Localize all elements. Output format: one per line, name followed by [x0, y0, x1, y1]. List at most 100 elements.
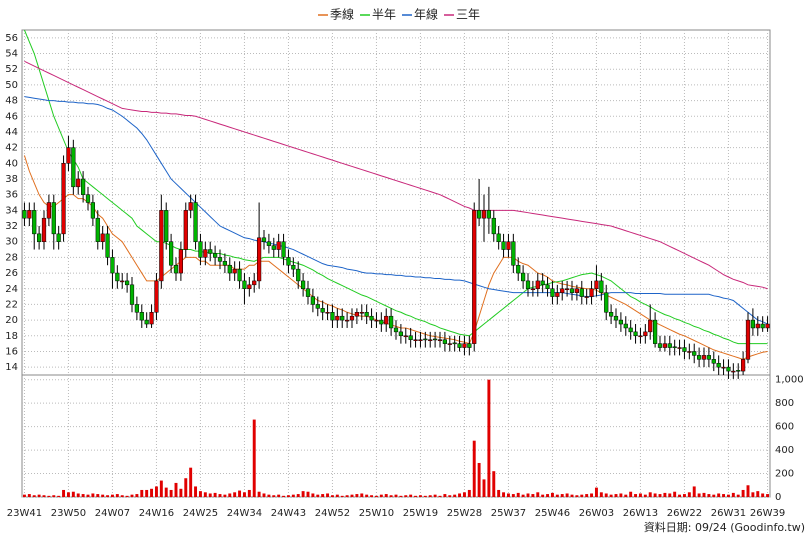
candle-body: [560, 288, 565, 293]
candle-body: [726, 366, 731, 372]
candle-body: [633, 331, 638, 337]
candle-body: [354, 312, 359, 317]
candle-body: [41, 217, 47, 242]
volume-bar: [389, 495, 393, 497]
ma-line: [24, 96, 768, 325]
volume-bar: [433, 494, 437, 497]
volume-bar: [624, 494, 628, 497]
volume-bar: [86, 494, 90, 497]
candle-body: [305, 288, 311, 297]
y-tick-label: 38: [5, 174, 18, 185]
candle-body: [257, 237, 262, 282]
y-tick-label: 20: [5, 315, 18, 326]
volume-bar: [311, 493, 315, 497]
volume-bar: [668, 493, 672, 497]
volume-bar: [335, 494, 339, 497]
volume-bar: [414, 495, 418, 497]
legend-label: 季線: [330, 7, 354, 22]
volume-bar: [169, 489, 173, 497]
volume-bar: [585, 494, 589, 497]
volume-bar: [511, 494, 515, 497]
candle-body: [315, 304, 320, 309]
candle-body: [188, 202, 193, 211]
candle-body: [657, 343, 663, 348]
volume-bar: [707, 494, 711, 497]
candle-body: [149, 312, 154, 325]
volume-bar: [560, 494, 564, 497]
volume-bar: [438, 495, 442, 497]
volume-bar: [316, 494, 320, 497]
candle-body: [437, 339, 443, 341]
volume-bar: [291, 494, 295, 497]
volume-bar: [682, 494, 686, 497]
volume-bar: [575, 495, 579, 497]
x-tick-label: 26W31: [711, 508, 746, 519]
volume-bar: [477, 462, 481, 497]
volume-bar: [590, 493, 594, 497]
volume-bar: [497, 489, 501, 497]
volume-bar: [726, 494, 730, 497]
volume-bar: [301, 491, 305, 497]
candle-body: [618, 319, 623, 325]
x-tick-label: 24W34: [227, 508, 262, 519]
x-tick-label: 26W39: [750, 508, 785, 519]
candle-body: [496, 233, 501, 242]
candle-body: [159, 210, 164, 282]
candle-body: [115, 272, 120, 282]
candle-body: [345, 319, 350, 322]
volume-bar: [492, 471, 496, 497]
candle-body: [85, 194, 91, 203]
candle-body: [692, 351, 697, 356]
candle-body: [687, 351, 692, 353]
volume-bar: [267, 494, 271, 497]
candle-body: [472, 210, 477, 344]
y-tick-label: 42: [5, 143, 18, 154]
candle-body: [594, 280, 599, 289]
volume-bar: [722, 494, 726, 497]
volume-bar: [692, 486, 696, 497]
volume-bar: [521, 494, 525, 497]
volume-bar: [443, 494, 447, 497]
volume-bar: [57, 495, 61, 497]
volume-bar: [609, 494, 613, 497]
volume-bar: [536, 492, 540, 497]
volume-bar: [648, 492, 652, 497]
candle-body: [457, 343, 462, 348]
y2-tick-label: 800: [775, 398, 794, 409]
candle-body: [697, 355, 702, 360]
volume-bar: [247, 489, 251, 497]
candle-body: [760, 323, 765, 329]
y2-tick-label: 400: [775, 445, 794, 456]
ma-line: [23, 29, 768, 345]
candle-body: [178, 249, 183, 274]
candle-body: [164, 210, 169, 242]
candle-body: [731, 370, 736, 373]
volume-bar: [135, 494, 139, 497]
candle-body: [677, 347, 682, 349]
volume-bar: [130, 494, 134, 497]
volume-bar: [423, 495, 427, 497]
candle-body: [286, 257, 291, 266]
candle-body: [486, 210, 491, 219]
volume-bar: [736, 494, 740, 497]
volume-bar: [47, 495, 51, 497]
y-tick-label: 28: [5, 252, 18, 263]
volume-bar: [702, 492, 706, 497]
volume-bar: [272, 495, 276, 497]
candle-body: [81, 178, 86, 195]
volume-bar: [125, 495, 129, 497]
y-tick-label: 16: [5, 346, 18, 357]
candle-body: [76, 178, 81, 188]
x-tick-label: 24W07: [95, 508, 130, 519]
candle-body: [349, 315, 355, 321]
x-tick-label: 26W03: [579, 508, 614, 519]
volume-bar: [379, 494, 383, 497]
volume-bar: [101, 494, 105, 497]
candle-body: [418, 339, 423, 341]
candle-body: [56, 233, 61, 242]
volume-bar: [350, 494, 354, 497]
candle-body: [271, 245, 276, 250]
volume-bar: [418, 495, 422, 497]
volume-bar: [242, 492, 246, 497]
